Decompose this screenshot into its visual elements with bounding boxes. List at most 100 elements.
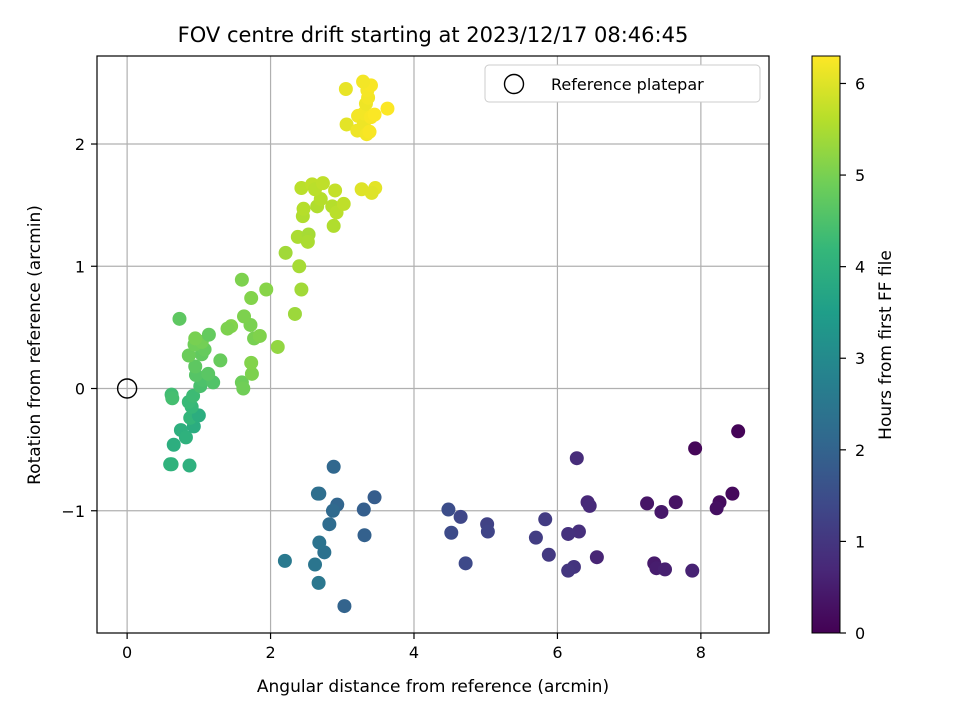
scatter-point [582,498,597,513]
scatter-point [188,331,203,346]
scatter-point [658,562,673,577]
scatter-point [244,355,259,370]
scatter-point [310,486,325,501]
y-axis-ticks: −1 0 1 2 [61,135,97,521]
scatter-point [234,272,249,287]
scatter-point [165,391,180,406]
colorbar-ticks: 0 1 2 3 4 5 6 [840,74,865,643]
scatter-point [561,563,576,578]
scatter-point [292,259,307,274]
scatter-point [589,550,604,565]
scatter-point [337,599,352,614]
reference-platepar-marker [116,378,138,399]
x-tick-label: 8 [696,643,706,662]
x-tick-label: 4 [409,643,419,662]
scatter-point [685,563,700,578]
y-tick-label: 1 [75,257,85,276]
scatter-point [201,366,216,381]
scatter-point [300,234,315,249]
scatter-point [181,348,196,363]
chart-title: FOV centre drift starting at 2023/12/17 … [178,23,689,47]
scatter-point [326,459,341,474]
scatter-point [220,321,235,336]
grid [97,56,769,633]
scatter-point [640,496,655,511]
colorbar [811,55,841,634]
legend: Reference platepar [484,64,761,103]
scatter-point [287,306,302,321]
scatter-point [296,201,311,216]
x-axis-label: Angular distance from reference (arcmin) [257,677,609,697]
scatter-point [538,512,553,527]
scatter-point [357,528,372,543]
colorbar-tick-label: 5 [855,166,865,185]
scatter-point [277,553,292,568]
colorbar-tick-label: 6 [855,74,865,93]
scatter-point [725,486,740,501]
scatter-point [172,311,187,326]
colorbar-tick-label: 0 [855,624,865,643]
scatter-point [339,117,354,132]
legend-open-circle-icon [503,73,525,95]
scatter-point [338,82,353,97]
colorbar-tick-label: 2 [855,441,865,460]
scatter-point [188,359,203,374]
scatter-point [364,185,379,200]
scatter-point [237,309,252,324]
scatter-point [325,503,340,518]
scatter-points [163,74,746,614]
scatter-point [709,501,724,516]
scatter-point [278,245,293,260]
scatter-point [322,517,337,532]
colorbar-label: Hours from first FF file [876,250,896,440]
scatter-point [356,74,371,89]
scatter-point [326,218,341,233]
scatter-point [315,176,330,191]
scatter-point [668,495,683,510]
scatter-point [561,526,576,541]
colorbar-tick-label: 3 [855,349,865,368]
scatter-point [294,282,309,297]
scatter-point [244,366,259,381]
y-tick-label: −1 [61,502,85,521]
scatter-point [356,502,371,517]
scatter-point [182,458,197,473]
scatter-point [311,575,326,590]
scatter-point [541,547,556,562]
x-tick-label: 2 [265,643,275,662]
scatter-point [336,196,351,211]
scatter-point [654,504,669,519]
scatter-point [270,339,285,354]
scatter-point [362,124,377,139]
y-tick-label: 0 [75,380,85,399]
scatter-point [444,525,459,540]
scatter-point [201,327,216,342]
scatter-point [528,530,543,545]
scatter-point [458,556,473,571]
scatter-point [213,353,228,368]
y-tick-label: 2 [75,135,85,154]
scatter-point [367,107,382,122]
scatter-point [380,101,395,116]
colorbar-tick-label: 4 [855,258,865,277]
scatter-point [252,328,267,343]
scatter-point [178,430,193,445]
x-tick-label: 6 [552,643,562,662]
legend-label: Reference platepar [551,75,704,94]
scatter-point [244,291,259,306]
scatter-point [731,424,746,439]
scatter-point [688,441,703,456]
x-axis-ticks: 0 2 4 6 8 [122,633,706,662]
scatter-point [328,183,343,198]
scatter-point [569,451,584,466]
colorbar-tick-label: 1 [855,532,865,551]
scatter-point [480,524,495,539]
y-axis-label: Rotation from reference (arcmin) [25,205,45,485]
scatter-point [308,557,323,572]
scatter-point [453,509,468,524]
scatter-point [163,457,178,472]
scatter-point [259,282,274,297]
scatter-point [367,490,382,505]
scatter-point [186,388,201,403]
